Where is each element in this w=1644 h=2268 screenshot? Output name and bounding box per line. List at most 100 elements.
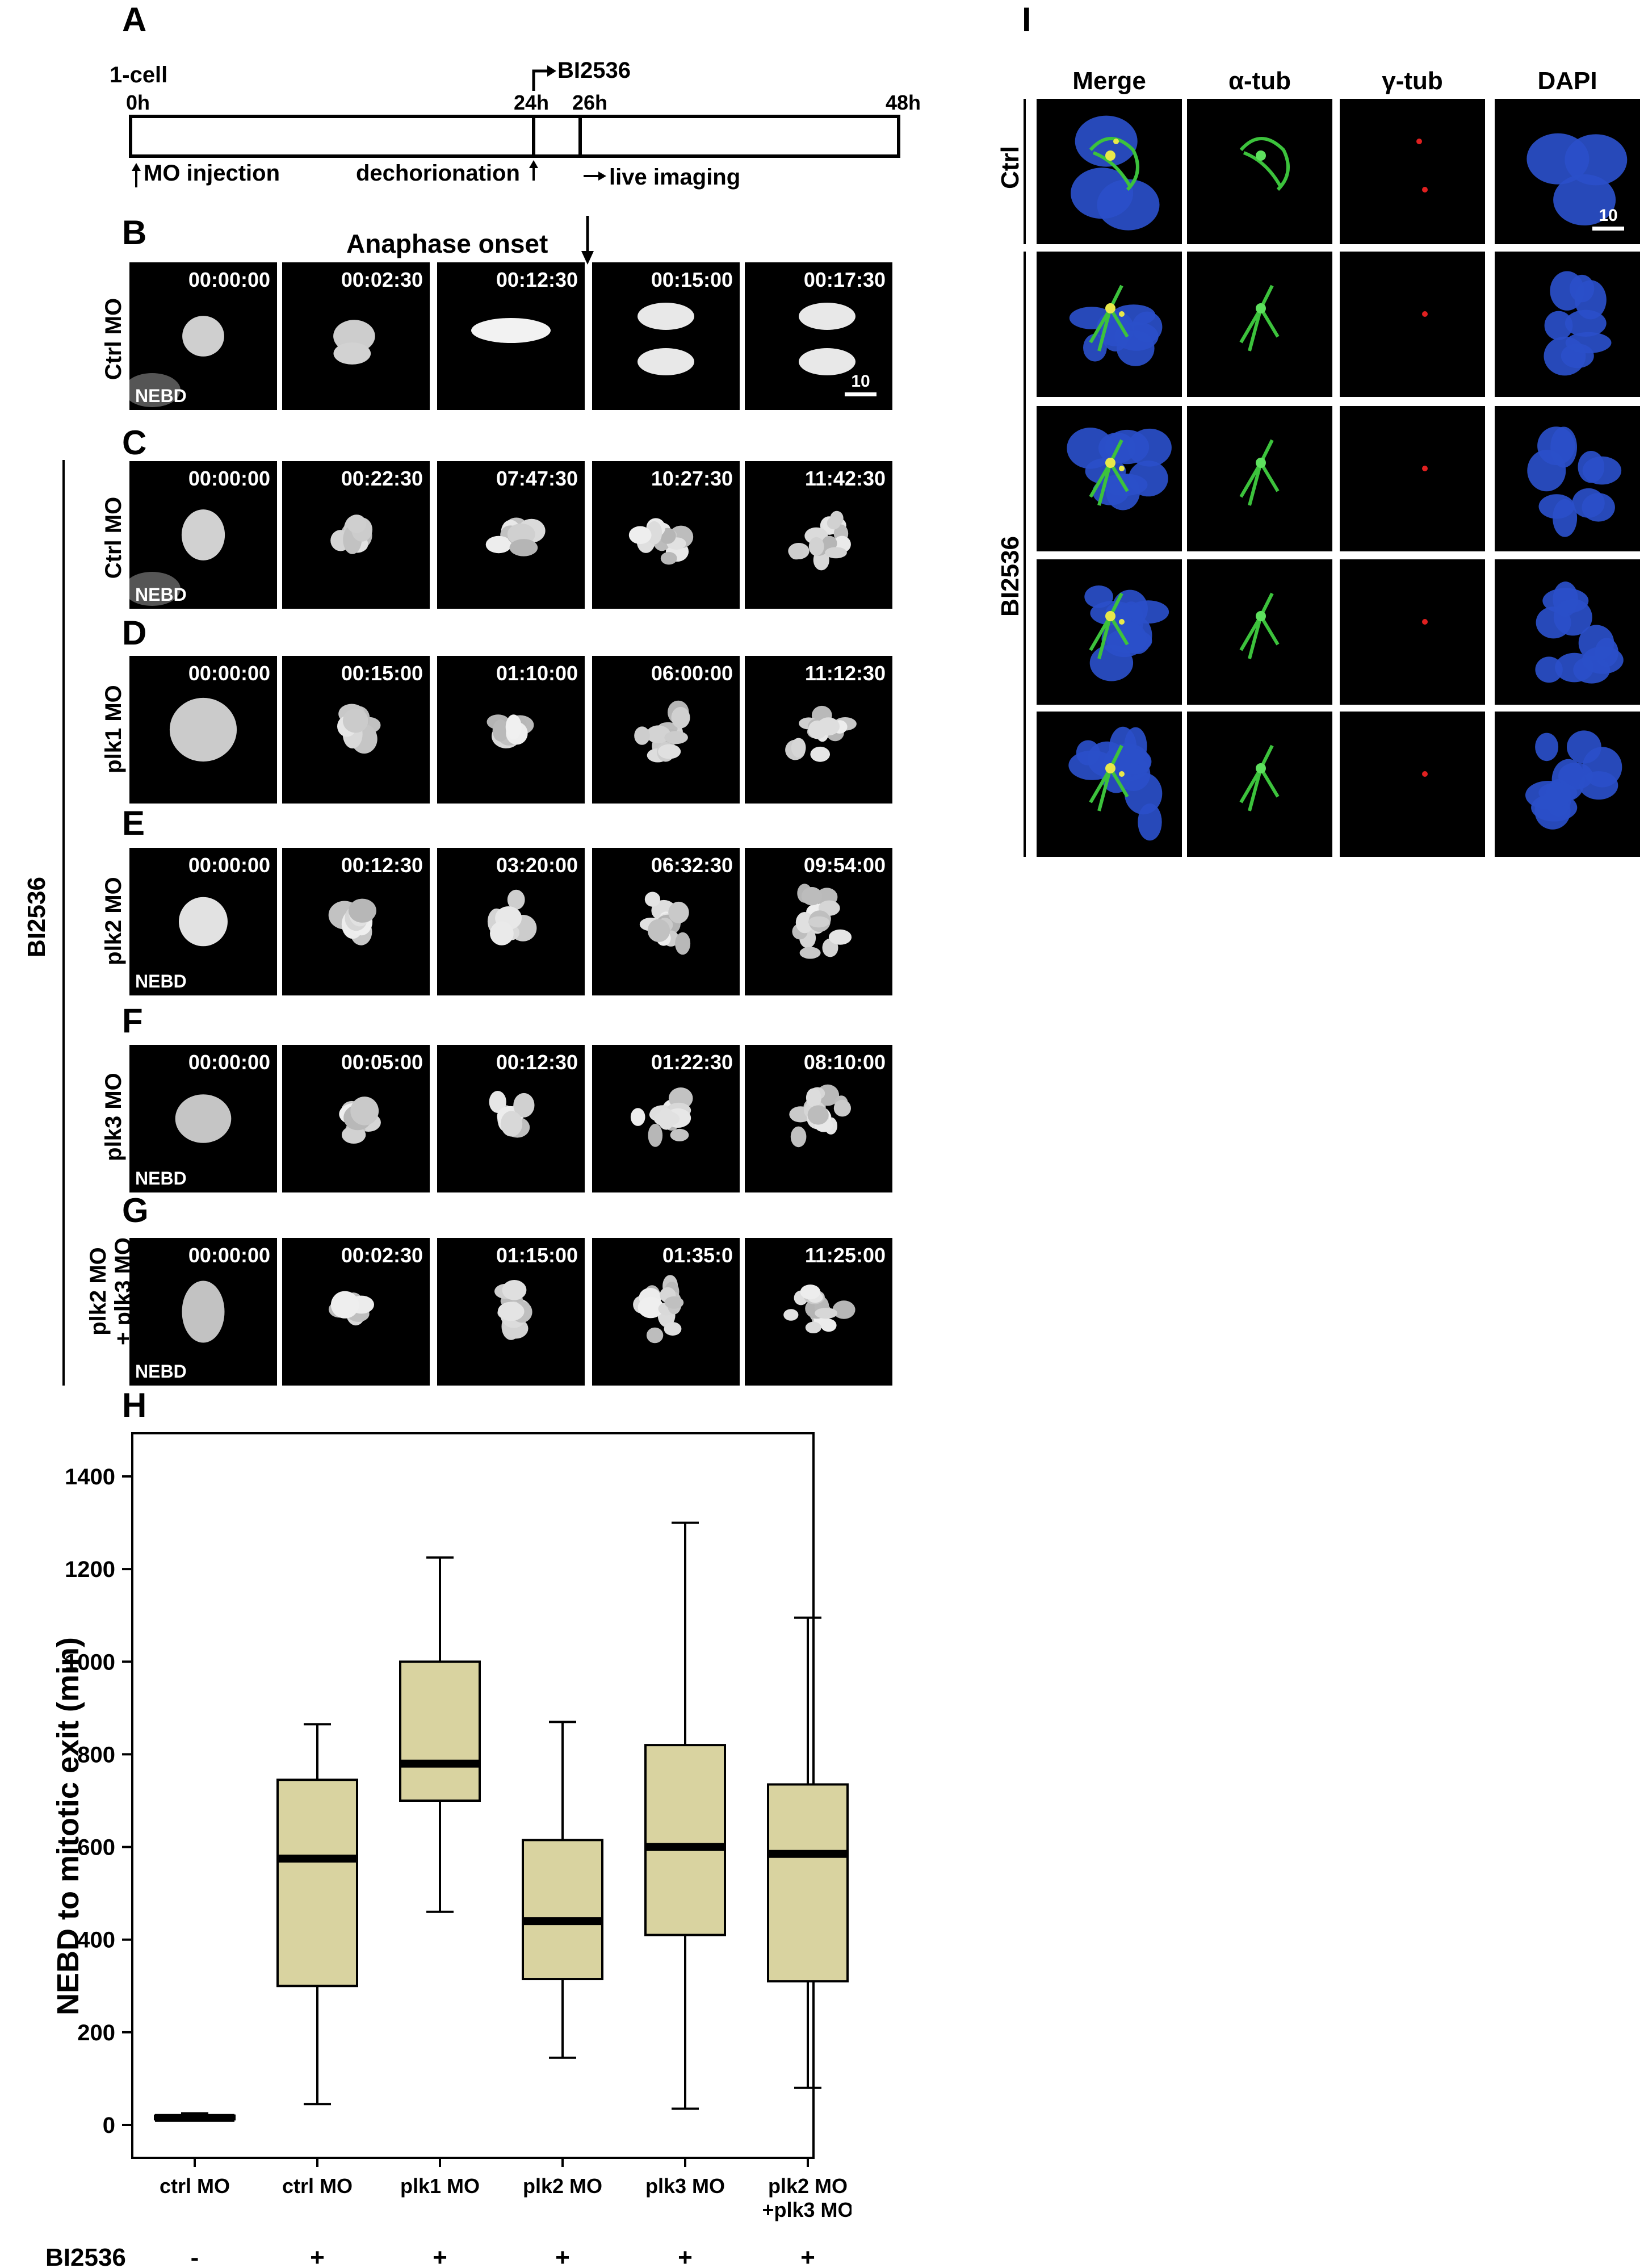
scale-bar-line [845, 392, 876, 396]
label-h: H [122, 1386, 147, 1424]
timestamp: 01:22:30 [651, 1051, 733, 1074]
panel-i-col-header: α-tub [1228, 67, 1291, 95]
timeline-0h: 0h [126, 91, 150, 114]
nucleus-image-r3-c3 [639, 892, 691, 955]
if-image-r0-c3 [1526, 133, 1628, 225]
nucleus-image-r0-c1 [333, 320, 375, 365]
nebd-label: NEBD [135, 584, 187, 605]
if-panel-r0-c1 [1187, 99, 1332, 244]
label-d: D [122, 614, 147, 652]
box-iqr [276, 1779, 358, 1987]
nebd-label: NEBD [135, 1168, 187, 1189]
timestamp: 00:02:30 [341, 268, 423, 291]
timestamp: 00:00:00 [188, 853, 270, 877]
box-iqr [644, 1744, 726, 1936]
label-c: C [122, 424, 147, 462]
if-panel-r1-c3 [1495, 252, 1640, 397]
if-image-r4-c0 [1068, 726, 1163, 841]
x-category-label: ctrl MO [282, 2174, 353, 2198]
bi2536-sign: - [191, 2244, 199, 2268]
if-image-r3-c3 [1535, 581, 1624, 684]
timestamp: 00:05:00 [341, 1051, 423, 1074]
row-f-label: plk3 MO [101, 1057, 126, 1177]
nucleus-image-r0-c0 [129, 316, 224, 407]
if-panel-r1-c0 [1037, 252, 1182, 397]
if-image-r2-c3 [1527, 426, 1622, 537]
bi2536-sign: + [433, 2244, 447, 2268]
if-panel-r3-c1 [1187, 559, 1332, 705]
timeline-rect [129, 115, 900, 158]
row-e-label-line2: MO [101, 877, 126, 914]
timestamp: 01:10:00 [496, 662, 578, 685]
if-image-r1-c0 [1069, 284, 1163, 366]
if-panel-r0-c0 [1037, 99, 1182, 244]
timelapse-panel-r2-c4: 11:12:30 [745, 656, 892, 804]
if-image-r2-c2 [1422, 466, 1428, 471]
timelapse-panel-r5-c1: 00:02:30 [282, 1238, 430, 1386]
timestamp: 07:47:30 [496, 467, 578, 490]
if-panel-r3-c2 [1340, 559, 1485, 705]
nucleus-image-r1-c1 [330, 514, 372, 554]
if-panel-r2-c0 [1037, 406, 1182, 551]
timelapse-panel-r2-c0: 00:00:00 [129, 656, 277, 804]
drug-arrow [532, 69, 550, 91]
nucleus-image-r2-c4 [785, 705, 857, 762]
timestamp: 00:00:00 [188, 1051, 270, 1074]
mo-arrow-head [132, 163, 141, 171]
timeline-live-imaging: live imaging [609, 165, 741, 190]
timestamp: 00:00:00 [188, 1244, 270, 1267]
timelapse-panel-r0-c2: 00:12:30 [437, 262, 585, 410]
x-category-label: ctrl MO [160, 2174, 230, 2198]
timelapse-panel-r4-c1: 00:05:00 [282, 1045, 430, 1192]
timeline-24h: 24h [514, 91, 550, 114]
timelapse-panel-r0-c4: 00:17:30 10 [745, 262, 892, 410]
panel-i-bi-label: BI2536 [996, 536, 1024, 617]
row-f-label-line2: MO [101, 1073, 126, 1110]
nucleus-image-r4-c2 [489, 1091, 535, 1138]
row-d-label-line2: MO [101, 685, 126, 722]
if-panel-r0-c3: 10 [1495, 99, 1640, 244]
timelapse-panel-r4-c0: 00:00:00 NEBD [129, 1045, 277, 1192]
timestamp: 00:00:00 [188, 467, 270, 490]
row-b-label-line1: Ctrl [101, 341, 126, 380]
label-a: A [122, 1, 147, 39]
panel-i-col-header: DAPI [1537, 67, 1597, 95]
nucleus-image-r4-c4 [789, 1084, 851, 1148]
timestamp: 00:22:30 [341, 467, 423, 490]
row-e-label-line1: plk2 [101, 919, 126, 965]
if-scale-bar: 10 [1592, 206, 1624, 231]
nucleus-image-r1-c2 [485, 517, 546, 556]
timelapse-panel-r3-c1: 00:12:30 [282, 848, 430, 995]
nucleus-image-r5-c1 [328, 1291, 374, 1326]
nucleus-image-r4-c1 [339, 1097, 381, 1144]
timestamp: 08:10:00 [803, 1051, 886, 1074]
y-tick-label: 200 [77, 2020, 115, 2045]
row-g-label: plk2 MO + plk3 MO [86, 1217, 136, 1365]
x-category-label: plk1 MO [400, 2174, 480, 2198]
timestamp: 06:32:30 [651, 853, 733, 877]
bi2536-sign: + [678, 2244, 693, 2268]
y-tick-label: 1400 [65, 1464, 115, 1489]
label-e: E [122, 804, 145, 842]
timelapse-panel-r2-c1: 00:15:00 [282, 656, 430, 804]
if-image-r2-c0 [1067, 428, 1172, 510]
row-b-label-line2: MO [101, 298, 126, 335]
if-image-r0-c2 [1416, 139, 1428, 193]
timestamp: 01:35:0 [662, 1244, 733, 1267]
timestamp: 06:00:00 [651, 662, 733, 685]
timestamp: 00:00:00 [188, 662, 270, 685]
y-tick-label: 1000 [65, 1650, 115, 1675]
scale-bar: 10 [845, 372, 876, 396]
if-image-r4-c1 [1239, 744, 1280, 811]
nucleus-image-r2-c2 [487, 714, 534, 748]
x-category-label: plk2 MO [768, 2174, 848, 2198]
timeline-mo-injection: MO injection [144, 161, 280, 186]
nucleus-image-r5-c4 [783, 1284, 855, 1333]
timestamp: 00:17:30 [803, 268, 886, 291]
if-panel-r4-c2 [1340, 712, 1485, 857]
timelapse-panel-r2-c3: 06:00:00 [592, 656, 740, 804]
timeline-26h: 26h [572, 91, 608, 114]
y-tick-label: 400 [77, 1928, 115, 1953]
drug-arrow-head [547, 65, 556, 77]
timelapse-panel-r5-c4: 11:25:00 [745, 1238, 892, 1386]
